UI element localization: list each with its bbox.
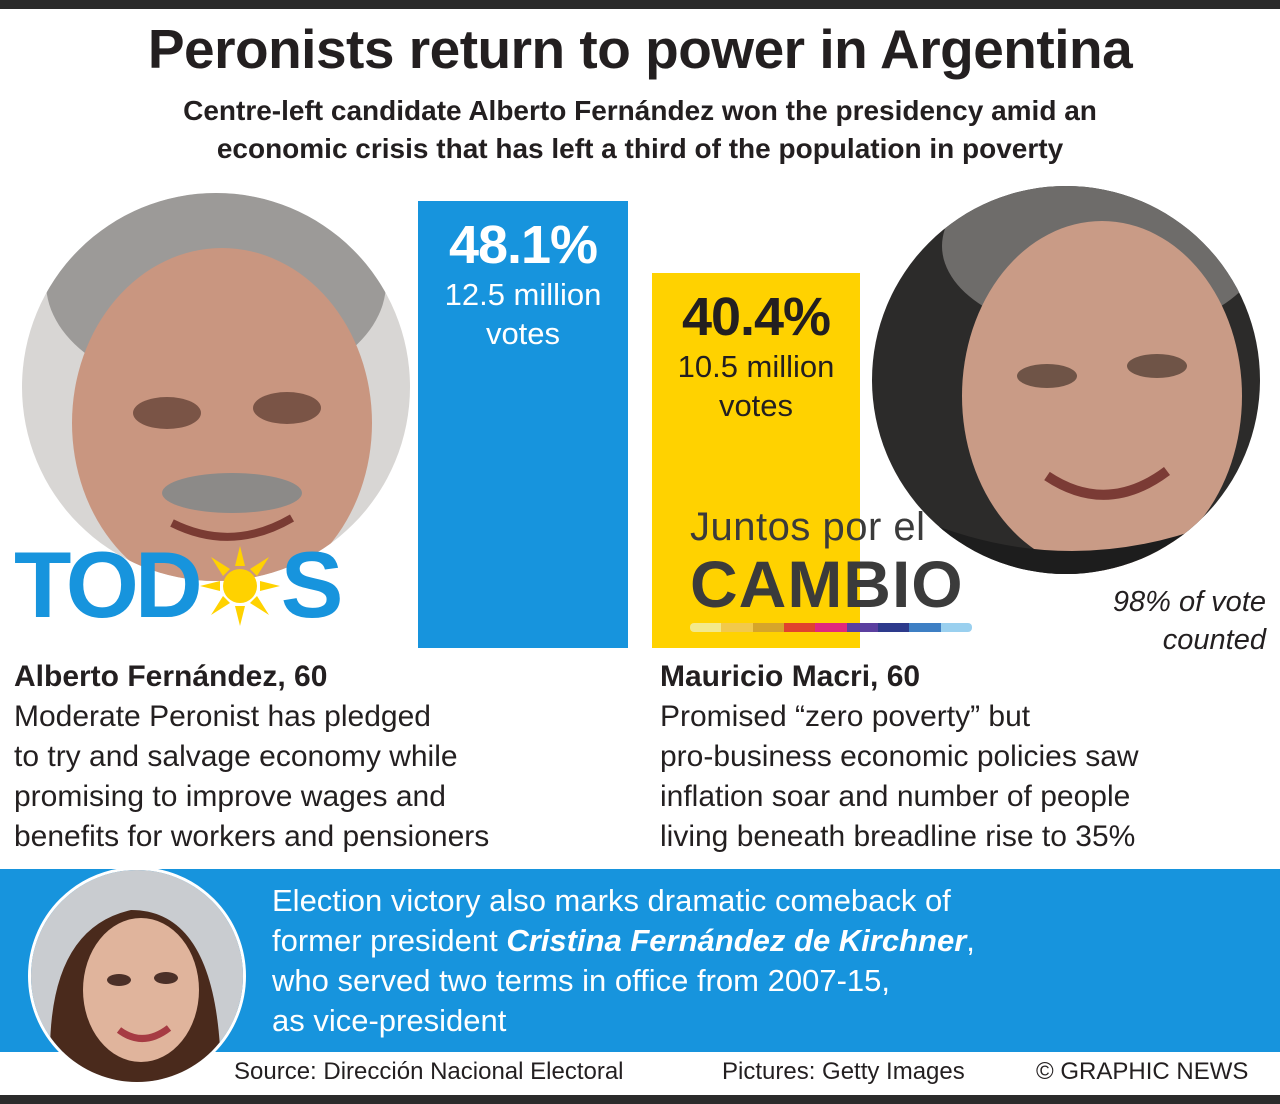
todos-logo-text-b: S bbox=[280, 532, 344, 637]
vote-counted-note: 98% of vote counted bbox=[1006, 583, 1266, 659]
stripe-segment bbox=[909, 623, 941, 632]
fernandez-profile: Alberto Fernández, 60 Moderate Peronist … bbox=[14, 657, 614, 857]
stripe-segment bbox=[721, 623, 753, 632]
bar-label: 48.1% 12.5 million votes bbox=[418, 215, 628, 353]
bar-votes-label: 12.5 million bbox=[444, 277, 602, 312]
pictures-credit: Pictures: Getty Images bbox=[722, 1058, 965, 1085]
copyright: © GRAPHIC NEWS bbox=[1036, 1058, 1249, 1085]
bar-fernandez bbox=[418, 201, 628, 648]
bar-votes-label: 10.5 million bbox=[677, 348, 835, 384]
candidate-desc-line: Promised “zero poverty” but bbox=[660, 700, 1031, 733]
source-credit: Source: Dirección Nacional Electoral bbox=[234, 1058, 624, 1085]
logo-color-stripe bbox=[690, 623, 972, 632]
subtitle-line: economic crisis that has left a third of… bbox=[216, 133, 1064, 164]
bar-macri bbox=[652, 272, 860, 648]
bar-votes-label: votes bbox=[718, 387, 794, 423]
candidate-name: Alberto Fernández, 60 bbox=[14, 660, 328, 693]
candidate-name: Mauricio Macri, 60 bbox=[660, 660, 921, 693]
stripe-segment bbox=[815, 623, 847, 632]
todos-logo-text-a: TOD bbox=[14, 532, 203, 637]
bar-value-label: 40.4% bbox=[681, 286, 831, 347]
kirchner-text: Election victory also marks dramatic com… bbox=[272, 881, 1272, 1041]
kirchner-name: Cristina Fernández de Kirchner bbox=[506, 923, 967, 958]
subtitle-line: Centre-left candidate Alberto Fernández … bbox=[183, 95, 1097, 126]
stripe-segment bbox=[846, 623, 878, 632]
candidate-desc-line: living beneath breadline rise to 35% bbox=[660, 820, 1136, 853]
bar-value-label: 48.1% bbox=[448, 215, 598, 275]
counted-line: counted bbox=[1162, 624, 1266, 656]
logo-line-cambio: CAMBIO bbox=[690, 547, 964, 621]
stripe-segment bbox=[783, 623, 816, 632]
todos-logo: TOD S bbox=[14, 532, 344, 637]
band-text-post: , bbox=[966, 923, 975, 958]
band-line: as vice-president bbox=[272, 1003, 507, 1038]
fernandez-portrait bbox=[22, 193, 410, 581]
bar-votes-label: votes bbox=[485, 316, 561, 351]
candidate-desc-line: Moderate Peronist has pledged bbox=[14, 700, 431, 733]
kirchner-portrait bbox=[28, 867, 246, 1085]
band-text-pre: former president bbox=[272, 923, 507, 958]
stripe-segment bbox=[877, 623, 910, 632]
stripe-segment bbox=[940, 623, 972, 632]
band-line: former president Cristina Fernández de K… bbox=[272, 921, 1272, 961]
candidate-desc-line: benefits for workers and pensioners bbox=[14, 820, 490, 853]
band-line: who served two terms in office from 2007… bbox=[272, 963, 890, 998]
top-rule bbox=[0, 0, 1280, 9]
stripe-segment bbox=[752, 623, 784, 632]
stripe-segment bbox=[690, 623, 722, 632]
candidate-desc-line: pro-business economic policies saw bbox=[660, 740, 1139, 773]
band-line: Election victory also marks dramatic com… bbox=[272, 883, 951, 918]
subtitle: Centre-left candidate Alberto Fernández … bbox=[0, 92, 1280, 168]
bar-label: 40.4% 10.5 million votes bbox=[652, 287, 860, 425]
candidate-desc-line: to try and salvage economy while bbox=[14, 740, 458, 773]
sun-icon bbox=[199, 540, 281, 630]
candidate-desc-line: inflation soar and number of people bbox=[660, 780, 1131, 813]
logo-line-juntos: Juntos por el bbox=[690, 505, 926, 549]
counted-line: 98% of vote bbox=[1112, 586, 1266, 618]
page-title: Peronists return to power in Argentina bbox=[147, 18, 1133, 80]
macri-profile: Mauricio Macri, 60 Promised “zero povert… bbox=[660, 657, 1270, 857]
candidate-desc-line: promising to improve wages and bbox=[14, 780, 446, 813]
juntos-por-el-cambio-logo: Juntos por el CAMBIO bbox=[690, 505, 990, 632]
bottom-rule bbox=[0, 1095, 1280, 1104]
